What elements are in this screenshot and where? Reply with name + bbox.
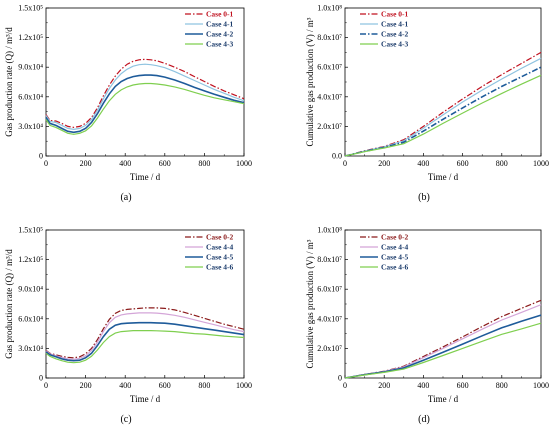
series-line-case-4-1 [45,63,245,131]
series-line-case-4-2 [45,74,245,134]
x-tick-label: 0 [44,381,48,390]
x-axis-label: Time / d [428,394,459,404]
panel-label: (a) [120,192,131,203]
series-line-case-4-1 [344,57,542,157]
x-tick-label: 600 [159,159,171,168]
legend-label: Case 4-6 [381,263,409,272]
series-line-case-4-5 [45,321,245,362]
x-tick-label: 1000 [533,159,549,168]
x-tick-label: 1000 [236,381,252,390]
chart-panel-b: 0 200 400 600 800 1000 0.0 2.0x10⁷ 4.0x10⁷ 6.0x10… [305,4,549,204]
x-tick-label: 1000 [533,381,549,390]
y-tick-label: 0 [39,152,43,161]
y-tick-label: 6.0x10⁷ [317,63,342,72]
series-line-case-0-1 [45,58,245,129]
series-line-case-0-1 [344,51,542,157]
y-tick-label: 0.0 [332,152,342,161]
legend-label: Case 4-1 [206,20,234,29]
y-axis-label: Gas production rate (Q) / m³/d [4,249,14,359]
y-tick-label: 6.0x10⁴ [18,314,43,323]
series-line-case-4-3 [45,82,245,135]
x-tick-label: 0 [343,381,347,390]
legend-label: Case 4-6 [206,263,234,272]
legend-label: Case 4-4 [206,243,234,252]
legend-label: Case 4-1 [381,20,409,29]
x-tick-label: 800 [198,381,210,390]
x-tick-label: 200 [80,381,92,390]
y-tick-label: 9.0x10⁴ [18,285,43,294]
x-axis-label: Time / d [130,172,161,182]
y-tick-label: 0 [338,374,342,383]
y-tick-label: 1.0x10⁸ [317,4,342,13]
legend-label: Case 4-2 [206,30,234,39]
x-tick-label: 200 [80,159,92,168]
y-axis-label: Gas production rate (Q) / m³/d [4,27,14,137]
legend-label: Case 4-5 [206,253,234,262]
x-tick-label: 600 [159,381,171,390]
legend-label: Case 4-5 [381,253,409,262]
x-tick-label: 800 [496,159,508,168]
y-tick-label: 8.0x10⁷ [317,255,342,264]
series-line-case-4-4 [45,312,245,360]
x-tick-label: 200 [378,159,390,168]
chart-panel-a: 0 200 400 600 800 1000 0 3.0x10⁴ 6.0x10⁴ 9.0x10⁴ 1… [4,4,252,204]
y-tick-label: 1.0x10⁸ [317,226,342,235]
x-tick-label: 1000 [236,159,252,168]
y-tick-label: 1.2x10⁵ [18,33,43,42]
legend-label: Case 0-2 [206,233,234,242]
series-line-case-4-6 [344,322,542,379]
series-line-case-4-6 [45,330,245,364]
y-tick-label: 2.0x10⁷ [317,344,342,353]
x-tick-label: 600 [457,159,469,168]
series-line-case-4-4 [344,304,542,379]
x-tick-label: 400 [417,381,429,390]
panel-label: (b) [418,192,430,203]
y-tick-label: 0 [39,374,43,383]
y-tick-label: 1.5x10⁵ [18,4,43,13]
x-tick-label: 800 [496,381,508,390]
x-tick-label: 400 [119,159,131,168]
panel-label: (c) [120,414,131,425]
y-tick-label: 4.0x10⁷ [317,314,342,323]
x-tick-label: 0 [343,159,347,168]
series-line-case-0-2 [45,307,245,359]
legend-label: Case 0-1 [381,10,409,19]
x-tick-label: 400 [119,381,131,390]
plot-frame [344,7,542,157]
y-tick-label: 6.0x10⁷ [317,285,342,294]
series-line-case-0-2 [344,299,542,379]
x-axis-label: Time / d [428,172,459,182]
y-tick-label: 3.0x10⁴ [18,122,43,131]
x-tick-label: 400 [417,159,429,168]
chart-panel-d: 0 200 400 600 800 1000 0 2.0x10⁷ 4.0x10⁷ 6.0x10⁷ 8… [305,226,549,426]
x-tick-label: 800 [198,159,210,168]
y-axis-label: Cumulative gas production (V) / m³ [305,17,315,146]
legend-label: Case 4-3 [206,40,234,49]
y-tick-label: 1.5x10⁵ [18,226,43,235]
legend-label: Case 4-3 [381,40,409,49]
y-tick-label: 8.0x10⁷ [317,33,342,42]
y-tick-label: 9.0x10⁴ [18,63,43,72]
series-line-case-4-2 [344,66,542,157]
x-tick-label: 0 [44,159,48,168]
y-axis-label: Cumulative gas production (V) / m³ [305,239,315,368]
y-tick-label: 4.0x10⁷ [317,92,342,101]
series-line-case-4-3 [344,74,542,157]
y-tick-label: 2.0x10⁷ [317,122,342,131]
legend-label: Case 4-4 [381,243,409,252]
x-tick-label: 200 [378,381,390,390]
chart-panel-c: 0 200 400 600 800 1000 0 3.0x10⁴ 6.0x10⁴ 9.0x10⁴ 1… [4,226,252,426]
legend-label: Case 0-1 [206,10,234,19]
y-tick-label: 3.0x10⁴ [18,344,43,353]
y-tick-label: 6.0x10⁴ [18,92,43,101]
x-tick-label: 600 [457,381,469,390]
y-tick-label: 1.2x10⁵ [18,255,43,264]
x-axis-label: Time / d [130,394,161,404]
panel-label: (d) [418,414,430,425]
legend-label: Case 0-2 [381,233,409,242]
legend-label: Case 4-2 [381,30,409,39]
